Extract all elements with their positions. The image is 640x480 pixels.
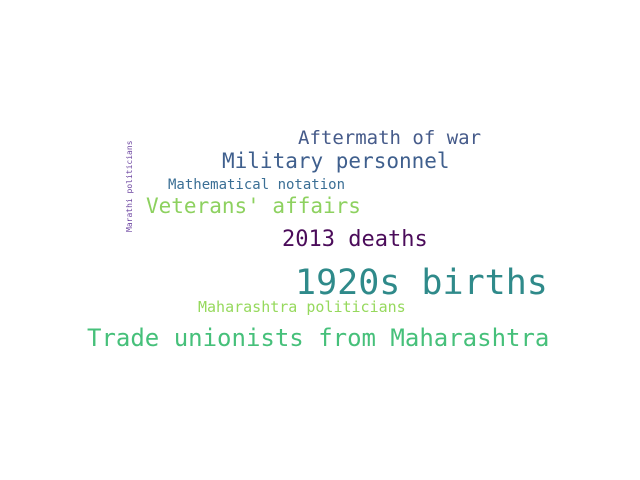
word-military-personnel: Military personnel [222,149,450,173]
word-maharashtra-politicians: Maharashtra politicians [198,298,406,316]
word-2013-deaths: 2013 deaths [282,227,428,252]
word-aftermath-of-war: Aftermath of war [298,127,482,149]
word-trade-unionists-from-maharashtra: Trade unionists from Maharashtra [87,324,550,352]
word-marathi-politicians: Marathi politicians [125,140,134,232]
word-mathematical-notation: Mathematical notation [168,177,346,193]
word-1920s-births: 1920s births [295,263,548,303]
word-veterans-affairs: Veterans' affairs [146,194,361,218]
